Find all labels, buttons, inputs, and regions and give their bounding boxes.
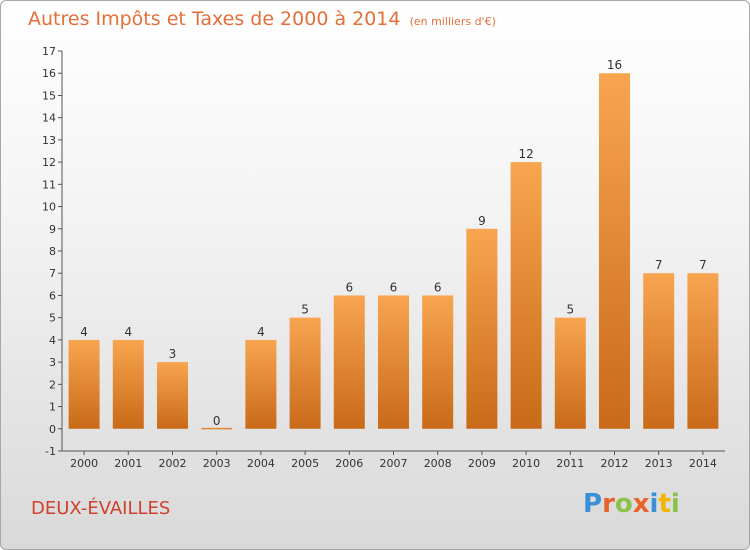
logo-letter: t bbox=[658, 489, 671, 519]
x-tick-label: 2011 bbox=[556, 457, 584, 470]
logo-letter: P bbox=[583, 489, 603, 519]
y-tick-label: 15 bbox=[42, 89, 56, 102]
data-label: 4 bbox=[80, 325, 88, 339]
y-tick-label: 11 bbox=[42, 178, 56, 191]
y-tick-label: 13 bbox=[42, 134, 56, 147]
x-tick-label: 2006 bbox=[335, 457, 363, 470]
data-label: 12 bbox=[518, 147, 533, 161]
y-tick-label: 16 bbox=[42, 67, 56, 80]
x-tick-label: 2009 bbox=[468, 457, 496, 470]
chart-title-main: Autres Impôts et Taxes de 2000 à 2014 bbox=[28, 8, 401, 30]
logo-letter: x bbox=[632, 489, 650, 519]
data-label: 5 bbox=[566, 303, 574, 317]
data-label: 3 bbox=[169, 347, 177, 361]
proxiti-logo: Proxiti bbox=[583, 489, 680, 519]
logo-letter: i bbox=[670, 489, 680, 519]
y-tick-label: 12 bbox=[42, 156, 56, 169]
bar-2002 bbox=[157, 362, 188, 429]
y-tick-label: 2 bbox=[49, 378, 56, 391]
x-tick-label: 2012 bbox=[601, 457, 629, 470]
chart-bars bbox=[68, 73, 719, 430]
data-label: 4 bbox=[257, 325, 265, 339]
chart-title-unit: (en milliers d'€) bbox=[409, 15, 496, 28]
bar-2007 bbox=[378, 295, 409, 429]
x-tick-label: 2008 bbox=[424, 457, 452, 470]
chart-data-labels: 4 4 3 0 4 5 6 6 6 9 12 5 16 7 7 bbox=[80, 58, 706, 428]
bar-2005 bbox=[289, 317, 321, 429]
data-label: 7 bbox=[699, 258, 707, 272]
bar-2003 bbox=[201, 427, 233, 430]
bar-2001 bbox=[112, 339, 144, 429]
chart-title: Autres Impôts et Taxes de 2000 à 2014 (e… bbox=[28, 8, 496, 30]
y-tick-label: 8 bbox=[49, 245, 56, 258]
x-tick-label: 2013 bbox=[645, 457, 673, 470]
logo-letter: i bbox=[649, 489, 659, 519]
x-tick-label: 2000 bbox=[70, 457, 98, 470]
data-label: 9 bbox=[478, 214, 486, 228]
y-tick-label: 1 bbox=[49, 401, 56, 414]
y-tick-label: 17 bbox=[42, 45, 56, 58]
y-tick-label: 4 bbox=[49, 334, 56, 347]
x-tick-label: 2001 bbox=[114, 457, 142, 470]
logo-letter: o bbox=[614, 489, 633, 519]
y-tick-label: 9 bbox=[49, 223, 56, 236]
bar-2011 bbox=[554, 317, 586, 429]
data-label: 6 bbox=[434, 280, 442, 294]
data-label: 16 bbox=[607, 58, 622, 72]
bar-2014 bbox=[687, 273, 719, 429]
y-tick-label: 14 bbox=[42, 112, 56, 125]
data-label: 5 bbox=[301, 303, 309, 317]
bar-2000 bbox=[68, 339, 100, 429]
x-tick-label: 2010 bbox=[512, 457, 540, 470]
bar-2004 bbox=[245, 339, 277, 429]
x-tick-label: 2014 bbox=[689, 457, 717, 470]
x-tick-label: 2005 bbox=[291, 457, 319, 470]
y-tick-label: 10 bbox=[42, 201, 56, 214]
y-tick-label: 3 bbox=[49, 356, 56, 369]
data-label: 0 bbox=[213, 414, 221, 428]
commune-name: DEUX-ÉVAILLES bbox=[31, 498, 171, 519]
data-label: 4 bbox=[124, 325, 132, 339]
x-tick-label: 2004 bbox=[247, 457, 275, 470]
y-tick-label: 6 bbox=[49, 289, 56, 302]
y-tick-label: 5 bbox=[49, 312, 56, 325]
bar-2006 bbox=[333, 295, 365, 429]
y-tick-label: 7 bbox=[49, 267, 56, 280]
x-tick-label: 2002 bbox=[159, 457, 187, 470]
y-tick-label: -1 bbox=[45, 445, 56, 458]
data-label: 6 bbox=[345, 280, 353, 294]
bar-2012 bbox=[599, 73, 630, 429]
x-tick-label: 2003 bbox=[203, 457, 231, 470]
data-label: 6 bbox=[390, 280, 398, 294]
bar-2013 bbox=[643, 273, 675, 429]
data-label: 7 bbox=[655, 258, 663, 272]
logo-letter: r bbox=[602, 489, 615, 519]
bar-2009 bbox=[466, 228, 498, 429]
x-tick-label: 2007 bbox=[380, 457, 408, 470]
bar-2010 bbox=[510, 162, 542, 429]
y-tick-label: 0 bbox=[49, 423, 56, 436]
bar-2008 bbox=[422, 295, 454, 429]
